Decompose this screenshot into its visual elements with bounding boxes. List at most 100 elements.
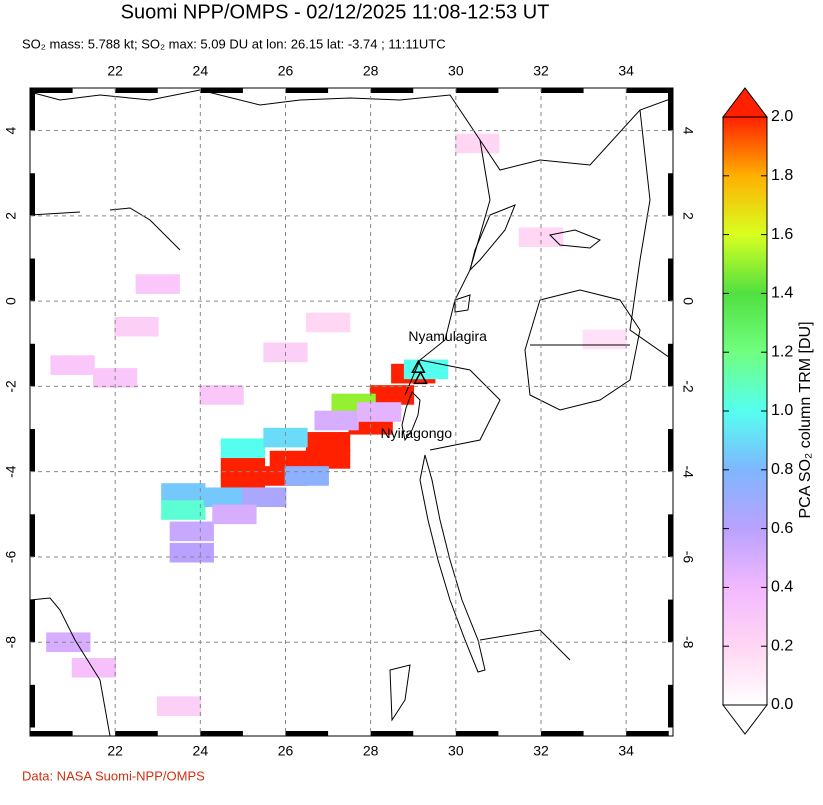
- colorbar-tick-label: 2.0: [771, 108, 793, 125]
- colorbar-tick-label: 0.0: [771, 696, 793, 713]
- colorbar-tick-label: 1.4: [771, 285, 793, 302]
- so2-pixel: [161, 483, 206, 503]
- frame-bar: [668, 173, 673, 216]
- y-tick-label: 2: [680, 212, 696, 220]
- so2-pixel: [357, 402, 402, 422]
- frame-bar: [668, 88, 673, 131]
- frame-bar: [30, 599, 35, 643]
- so2-pixel: [71, 657, 117, 678]
- y-tick-label: 0: [3, 297, 19, 305]
- y-tick-label: -4: [680, 465, 696, 478]
- frame-bar: [30, 88, 35, 131]
- frame-bar: [30, 173, 35, 216]
- colorbar-tick-label: 0.4: [771, 579, 793, 596]
- frame-bar: [668, 514, 673, 557]
- frame-bar: [626, 731, 669, 736]
- so2-pixel: [284, 466, 329, 486]
- colorbar-tick-label: 0.8: [771, 461, 793, 478]
- colorbar-tick-label: 0.2: [771, 637, 793, 654]
- so2-pixel: [114, 316, 159, 337]
- so2-pixel: [220, 438, 266, 459]
- frame-bar: [30, 429, 35, 472]
- colorbar-title: PCA SO₂ column TRM [DU]: [797, 321, 814, 518]
- x-tick-label: 28: [363, 743, 379, 759]
- frame-bar: [455, 731, 499, 736]
- frame-bar: [30, 684, 35, 728]
- source-note: Data: NASA Suomi-NPP/OMPS: [22, 768, 205, 783]
- so2-pixel: [454, 133, 500, 154]
- so2-pixel: [156, 696, 202, 716]
- so2-pixel: [518, 227, 564, 248]
- colorbar-extend-high: [721, 87, 769, 118]
- x-tick-label: 26: [278, 63, 294, 79]
- x-tick-label: 24: [193, 63, 209, 79]
- chart-subtitle: SO₂ mass: 5.788 kt; SO₂ max: 5.09 DU at …: [22, 36, 446, 51]
- map-frame: [29, 87, 674, 737]
- colorbar-tick-label: 1.2: [771, 343, 793, 360]
- frame-bar: [455, 88, 499, 93]
- y-tick-label: -6: [3, 551, 19, 564]
- x-tick-label: 24: [193, 743, 209, 759]
- frame-bar: [626, 88, 669, 93]
- frame-bar: [285, 731, 329, 736]
- chart-title: Suomi NPP/OMPS - 02/12/2025 11:08-12:53 …: [121, 1, 550, 23]
- so2-pixel: [305, 449, 351, 469]
- frame-bar: [370, 731, 414, 736]
- frame-bar: [668, 258, 673, 302]
- x-tick-label: 34: [618, 63, 634, 79]
- frame-bar: [285, 88, 329, 93]
- so2-pixel: [169, 521, 214, 542]
- y-tick-label: -6: [680, 551, 696, 564]
- y-tick-label: -2: [680, 380, 696, 393]
- so2-pixel: [403, 359, 449, 380]
- x-tick-label: 34: [618, 743, 634, 759]
- so2-pixel: [369, 385, 415, 405]
- frame-bar: [540, 731, 584, 736]
- colorbar-extend-low: [721, 704, 769, 735]
- so2-pixel: [269, 450, 315, 471]
- x-tick-label: 30: [448, 63, 464, 79]
- colorbar-tick-label: 1.0: [771, 402, 793, 419]
- so2-pixel: [50, 355, 95, 375]
- frame-bar: [30, 731, 73, 736]
- frame-bar: [668, 429, 673, 472]
- so2-pixel: [135, 274, 180, 294]
- y-tick-label: -4: [3, 465, 19, 478]
- y-tick-label: 4: [3, 127, 19, 135]
- y-tick-label: -8: [680, 636, 696, 649]
- frame-bar: [200, 88, 243, 93]
- frame-bar: [668, 343, 673, 387]
- y-tick-label: -8: [3, 636, 19, 649]
- so2-pixel: [212, 504, 257, 525]
- frame-bar: [200, 731, 243, 736]
- frame-bar: [30, 258, 35, 302]
- so2-pixel: [582, 329, 628, 350]
- x-tick-label: 22: [107, 743, 123, 759]
- frame-bar: [30, 514, 35, 557]
- x-tick-label: 22: [107, 63, 123, 79]
- volcano-label: Nyamulagira: [408, 328, 487, 344]
- volcano-label: Nyiragongo: [380, 425, 452, 441]
- frame-bar: [115, 88, 158, 93]
- so2-pixel: [220, 457, 266, 478]
- volcano-marker: [413, 370, 428, 385]
- so2-pixel: [242, 487, 287, 508]
- frame-bar: [668, 599, 673, 643]
- so2-pixel: [203, 487, 249, 508]
- so2-pixel: [169, 542, 214, 563]
- frame-bar: [30, 343, 35, 387]
- y-tick-label: 4: [680, 127, 696, 135]
- y-tick-label: 2: [3, 212, 19, 220]
- colorbar-body: [722, 116, 768, 706]
- x-tick-label: 32: [533, 63, 549, 79]
- so2-pixel: [199, 385, 244, 405]
- so2-pixel: [263, 427, 308, 448]
- x-tick-label: 26: [278, 743, 294, 759]
- so2-pixel: [305, 312, 351, 333]
- so2-pixel: [314, 410, 359, 431]
- so2-pixel: [46, 632, 91, 653]
- x-tick-label: 32: [533, 743, 549, 759]
- x-tick-label: 28: [363, 63, 379, 79]
